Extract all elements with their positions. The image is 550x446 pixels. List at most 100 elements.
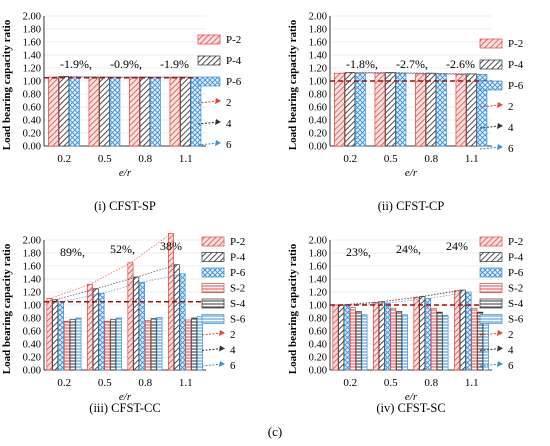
bar-P-6-1.1 — [465, 291, 472, 371]
legend-item-4: 4 — [479, 122, 514, 134]
legend-item-P-4: P-4 — [197, 55, 242, 67]
y-tick-label: 1.20 — [309, 288, 327, 299]
y-tick-label: 0.00 — [23, 366, 41, 377]
chart-panel-4: 0.00 0.20 0.40 0.60 0.80 1.00 1.20 1.40 1.60 1.80… — [287, 236, 524, 416]
y-tick-label: 1.60 — [23, 38, 41, 49]
bar-S-6-1.1 — [197, 316, 203, 371]
x-axis-label: e/r — [119, 391, 132, 403]
legend-item-P-2: P-2 — [479, 236, 523, 248]
bar-P-4-1.1 — [173, 264, 180, 371]
panel-caption: (ii) CFST-CP — [378, 199, 445, 213]
bar-P-2-0.8 — [413, 296, 420, 371]
x-tick-label: 0.5 — [384, 377, 398, 389]
chart-panel-1: 0.00 0.20 0.40 0.60 0.80 1.00 1.20 1.40 1.60 1.80… — [1, 12, 242, 214]
x-tick-label: 1.1 — [465, 377, 479, 389]
bar-S-2-1.1 — [471, 307, 478, 371]
annotation-1: 23%, — [346, 245, 371, 259]
x-tick-label: 0.8 — [138, 377, 152, 389]
legend-line — [479, 146, 501, 150]
y-tick-label: 1.00 — [23, 77, 41, 88]
y-tick-label: 0.40 — [309, 116, 327, 127]
trend-line-6 — [347, 291, 469, 306]
legend-label: 2 — [508, 101, 514, 113]
trend-line-4 — [341, 289, 464, 306]
legend-item-2: 2 — [197, 97, 232, 109]
annotation-1: 89%, — [60, 245, 85, 259]
bar-P-4-0.2 — [58, 76, 70, 147]
legend-label: 4 — [230, 345, 236, 357]
bar-P-4-1.1 — [180, 76, 191, 147]
legend-swatch — [479, 298, 503, 309]
legend-item-S-6: S-6 — [479, 314, 524, 326]
legend-item-4: 4 — [479, 345, 514, 357]
y-tick-label: 0.60 — [309, 103, 327, 114]
y-tick-label: 2.00 — [309, 236, 327, 247]
bar-P-2-0.5 — [86, 283, 93, 371]
bar-P-4-0.8 — [133, 276, 140, 371]
legend-label: P-4 — [230, 252, 246, 264]
x-tick-label: 0.2 — [57, 153, 71, 165]
legend-label: S-2 — [230, 283, 245, 295]
x-tick-label: 0.5 — [98, 377, 112, 389]
legend-label: 4 — [226, 118, 232, 130]
legend-label: 6 — [230, 360, 236, 372]
x-tick-label: 0.8 — [424, 377, 438, 389]
y-tick-label: 0.00 — [309, 142, 327, 153]
legend-label: S-4 — [508, 298, 524, 310]
legend-arrow — [497, 361, 503, 367]
bar-P-4-0.8 — [425, 72, 437, 147]
bar-P-2-1.1 — [455, 74, 467, 147]
bar-S-6-0.5 — [402, 314, 408, 371]
y-tick-label: 0.40 — [23, 116, 41, 127]
bar-P-2-0.5 — [88, 76, 100, 147]
y-tick-label: 1.00 — [309, 301, 327, 312]
bar-S-4-0.2 — [355, 311, 362, 371]
legend-item-2: 2 — [201, 329, 236, 341]
y-tick-label: 0.00 — [309, 366, 327, 377]
legend-label: 2 — [508, 329, 514, 341]
bar-S-2-0.8 — [430, 307, 437, 371]
bar-P-4-0.8 — [419, 296, 426, 371]
bar-P-4-1.1 — [466, 73, 477, 147]
y-tick-label: 0.20 — [309, 353, 327, 364]
bar-S-4-0.5 — [110, 318, 117, 371]
legend-arrow — [219, 361, 225, 367]
chart-panel-2: 0.00 0.20 0.40 0.60 0.80 1.00 1.20 1.40 1.60 1.80… — [287, 12, 524, 214]
bar-P-4-0.2 — [52, 299, 59, 371]
bar-P-6-1.1 — [179, 273, 186, 371]
bar-P-4-0.5 — [378, 301, 385, 371]
legend-label: S-6 — [230, 314, 246, 326]
bar-S-4-1.1 — [477, 311, 484, 371]
annotation-2: -0.9%, — [110, 57, 142, 71]
bar-P-2-0.5 — [372, 302, 379, 371]
y-tick-label: 0.60 — [309, 327, 327, 338]
legend-item-P-6: P-6 — [201, 267, 246, 279]
legend-arrow — [497, 144, 503, 150]
y-tick-label: 0.20 — [23, 353, 41, 364]
legend-item-6: 6 — [479, 360, 514, 372]
trend-line-2 — [49, 233, 172, 299]
bar-P-4-0.5 — [99, 76, 110, 147]
trend-line-6 — [360, 72, 483, 75]
legend-label: S-6 — [508, 314, 524, 326]
y-tick-label: 1.80 — [309, 25, 327, 36]
legend-item-6: 6 — [201, 360, 236, 372]
legend-item-P-6: P-6 — [479, 80, 524, 92]
x-tick-label: 1.1 — [179, 377, 193, 389]
legend-label: P-2 — [226, 34, 241, 46]
legend-item-6: 6 — [197, 139, 232, 151]
legend-label: 6 — [508, 143, 514, 155]
bar-S-6-0.8 — [156, 317, 163, 371]
legend-item-4: 4 — [197, 118, 232, 130]
legend-swatch — [201, 267, 225, 278]
legend-swatch — [479, 283, 503, 293]
legend-swatch — [201, 252, 225, 262]
bar-P-6-0.8 — [425, 298, 432, 371]
y-tick-label: 1.00 — [309, 77, 327, 88]
legend-item-S-4: S-4 — [479, 298, 524, 310]
y-tick-label: 0.40 — [309, 340, 327, 351]
y-tick-label: 0.60 — [23, 103, 41, 114]
annotation-1: -1.8%, — [346, 57, 378, 71]
y-tick-label: 1.80 — [309, 249, 327, 260]
